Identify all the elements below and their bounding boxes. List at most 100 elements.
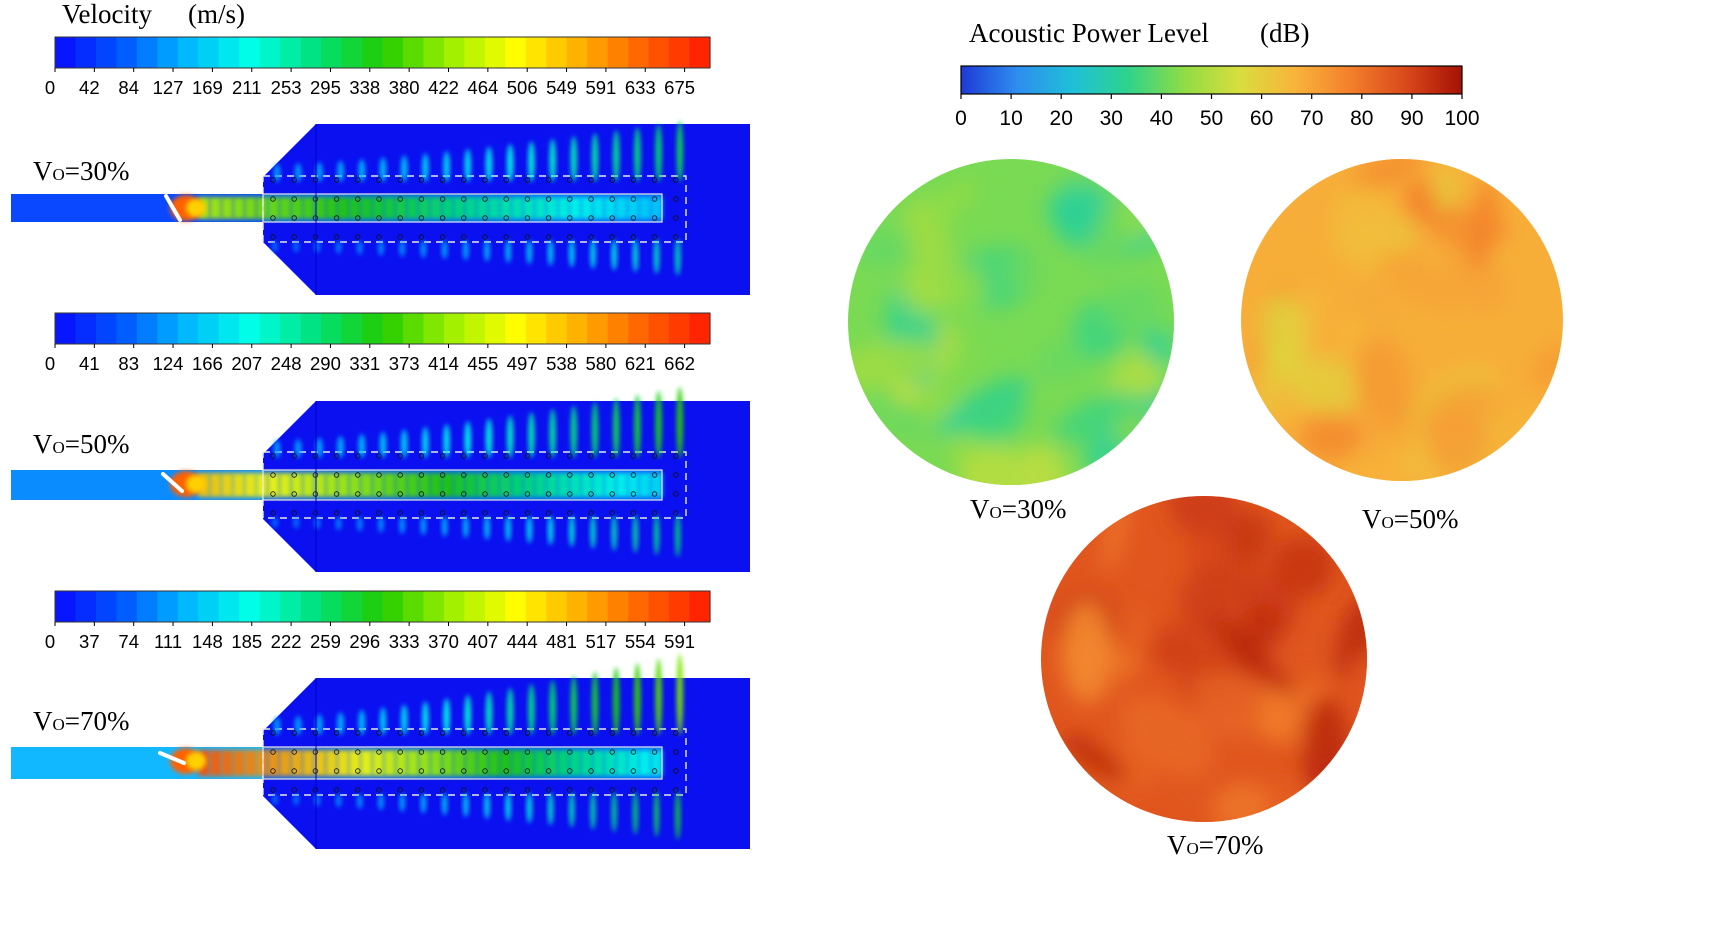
- colorbar-band: [198, 313, 220, 344]
- perforation-hole: [439, 215, 446, 221]
- perforation-hole: [376, 749, 382, 755]
- core-flow-segment: [499, 750, 512, 776]
- perforation-hole: [355, 491, 361, 497]
- acoustic-tick-label: 80: [1350, 107, 1373, 130]
- jet-plume-up: [443, 698, 450, 735]
- jet-plume-down: [526, 792, 533, 824]
- perforation-hole: [630, 177, 637, 183]
- core-flow-segment: [267, 750, 280, 776]
- jet-plume-up: [379, 431, 387, 459]
- core-flow-segment: [650, 473, 663, 497]
- perforation-hole: [397, 730, 403, 736]
- perforation-hole: [630, 510, 637, 516]
- jet-plume-down: [441, 516, 448, 537]
- core-flow-segment: [592, 473, 605, 497]
- perforation-hole: [270, 234, 276, 240]
- jet-plume-down: [611, 515, 617, 551]
- acoustic-colorbar-gradient: [960, 65, 1463, 95]
- jet-plume-up: [273, 164, 281, 182]
- core-flow-segment: [464, 750, 477, 776]
- perforation-hole: [524, 491, 531, 497]
- jet-plume-up: [549, 138, 556, 182]
- perforation-hole: [567, 730, 573, 736]
- acoustic-tick-label: 90: [1400, 107, 1423, 130]
- jet-plume-down: [272, 517, 278, 528]
- perforation-hole: [397, 491, 403, 497]
- core-flow-segment: [244, 197, 257, 219]
- colorbar-band: [280, 313, 302, 344]
- acoustic-field-blob: [1426, 407, 1490, 476]
- core-flow-segment: [302, 473, 315, 497]
- colorbar-band: [177, 37, 199, 68]
- jet-plume-down: [293, 517, 300, 529]
- colorbar-band: [280, 591, 302, 622]
- jet-plume-up: [485, 146, 493, 182]
- jet-plume-up: [528, 141, 535, 183]
- jet-plume-down: [632, 791, 639, 835]
- perforation-hole: [439, 177, 446, 183]
- velocity-case-label-30: VO=30%: [33, 156, 130, 186]
- perforation-hole: [461, 177, 467, 183]
- core-flow-segment: [488, 197, 500, 219]
- perforation-hole: [567, 196, 573, 202]
- perforation-hole: [524, 510, 531, 516]
- core-flow-segment: [302, 197, 315, 219]
- jet-plume-up: [337, 712, 344, 736]
- valve-plate: [158, 751, 186, 765]
- colorbar-tick-label: 538: [546, 353, 577, 374]
- jet-plume-down: [569, 239, 575, 268]
- acoustic-field-blob: [1348, 159, 1426, 194]
- acoustic-field-blob: [1101, 281, 1161, 332]
- acoustic-tick-label: 100: [1444, 107, 1479, 130]
- acoustic-field-blob: [1285, 356, 1365, 414]
- core-flow-segment: [395, 197, 408, 219]
- acoustic-field-blob: [1341, 441, 1406, 481]
- valve-hot-spot-core: [186, 199, 206, 217]
- colorbar-tick-label: 380: [389, 77, 420, 98]
- perforation-hole: [630, 768, 637, 774]
- core-flow-segment: [209, 750, 222, 776]
- colorbar-tick-label: 124: [153, 353, 184, 374]
- jet-plume-down: [611, 239, 617, 271]
- colorbar-band: [464, 313, 486, 344]
- perforation-hole: [270, 749, 276, 755]
- perforation-hole: [461, 453, 467, 459]
- core-flow-segment: [522, 473, 535, 497]
- colorbar-band: [566, 37, 588, 68]
- colorbar-band: [423, 591, 445, 622]
- perforation-hole: [673, 215, 679, 221]
- core-flow-segment: [383, 750, 396, 776]
- core-flow-segment: [360, 473, 373, 497]
- core-flow-segment: [337, 197, 350, 219]
- colorbar-band: [648, 591, 670, 622]
- core-flow-segment: [557, 197, 570, 219]
- colorbar-band: [648, 37, 670, 68]
- jet-plume-down: [378, 793, 384, 811]
- jet-plume-down: [590, 791, 596, 830]
- colorbar-band: [587, 313, 609, 344]
- perforation-hole: [503, 491, 509, 497]
- perforation-hole: [545, 196, 552, 202]
- colorbar-band: [546, 37, 568, 68]
- jet-plume-down: [272, 794, 278, 805]
- core-flow-segment: [615, 750, 628, 776]
- perforation-hole: [524, 453, 531, 459]
- perforation-hole: [482, 215, 488, 221]
- perforation-hole: [270, 768, 276, 774]
- perforation-hole: [545, 453, 552, 459]
- colorbar-band: [95, 591, 118, 622]
- jet-plume-down: [314, 793, 321, 807]
- perforation-hole: [461, 196, 467, 202]
- acoustic-field-blob: [1347, 272, 1402, 329]
- jet-plume-up: [358, 709, 365, 735]
- core-flow-segment: [453, 197, 466, 219]
- perforation-hole: [588, 787, 594, 793]
- colorbar-tick-label: 675: [664, 77, 695, 98]
- acoustic-field-blob: [848, 339, 939, 390]
- perforation-hole: [355, 234, 361, 240]
- core-flow-segment: [418, 473, 431, 497]
- acoustic-field-blob: [1260, 294, 1304, 379]
- perforation-hole: [545, 177, 552, 183]
- perforation-hole: [503, 453, 509, 459]
- perforation-hole: [524, 730, 531, 736]
